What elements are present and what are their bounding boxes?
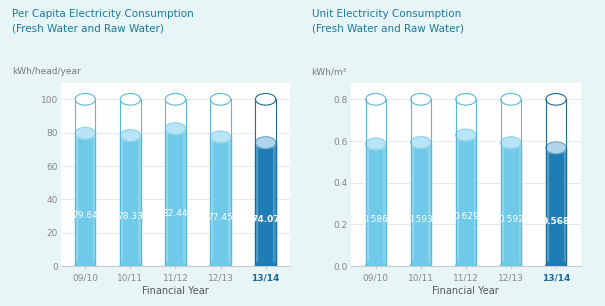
Ellipse shape [165, 260, 186, 272]
Ellipse shape [501, 260, 521, 272]
Bar [255, 99, 276, 266]
Bar [411, 99, 431, 266]
Ellipse shape [165, 93, 186, 105]
Bar [501, 99, 521, 266]
Ellipse shape [120, 260, 140, 272]
Text: 0.629: 0.629 [453, 212, 479, 221]
Text: 0.593: 0.593 [408, 215, 434, 224]
Text: 82.44: 82.44 [163, 209, 188, 218]
Ellipse shape [120, 93, 140, 105]
Bar [501, 143, 521, 266]
Bar [456, 135, 458, 266]
Ellipse shape [255, 93, 276, 105]
Bar [546, 148, 548, 266]
Ellipse shape [456, 93, 476, 105]
Text: Unit Electricity Consumption
(Fresh Water and Raw Water): Unit Electricity Consumption (Fresh Wate… [312, 9, 463, 33]
Bar [564, 148, 566, 266]
Bar [165, 99, 186, 266]
Bar [120, 136, 122, 266]
Bar [255, 143, 276, 266]
Bar [546, 148, 566, 266]
Text: 0.592: 0.592 [498, 215, 524, 224]
Ellipse shape [546, 93, 566, 105]
Ellipse shape [501, 93, 521, 105]
Ellipse shape [255, 260, 276, 272]
Bar [501, 143, 503, 266]
Ellipse shape [411, 93, 431, 105]
Ellipse shape [211, 131, 231, 143]
Ellipse shape [456, 260, 476, 272]
Bar [211, 99, 231, 266]
Bar [365, 144, 386, 266]
Ellipse shape [255, 137, 276, 148]
Bar [365, 144, 368, 266]
Ellipse shape [411, 260, 431, 272]
Bar [474, 135, 476, 266]
Bar [75, 133, 77, 266]
Bar [456, 99, 476, 266]
Text: 0.568: 0.568 [542, 217, 570, 226]
Bar [183, 129, 186, 266]
Ellipse shape [120, 130, 140, 141]
Bar [518, 143, 521, 266]
Ellipse shape [365, 138, 386, 150]
Bar [211, 137, 231, 266]
Ellipse shape [546, 260, 566, 272]
X-axis label: Financial Year: Financial Year [433, 286, 499, 296]
Ellipse shape [211, 260, 231, 272]
Bar [75, 99, 96, 266]
Ellipse shape [456, 129, 476, 141]
Text: 79.64: 79.64 [73, 211, 98, 220]
Ellipse shape [365, 93, 386, 105]
Bar [411, 143, 431, 266]
Ellipse shape [75, 260, 96, 272]
Ellipse shape [546, 142, 566, 154]
Ellipse shape [365, 260, 386, 272]
Bar [93, 133, 96, 266]
Ellipse shape [75, 128, 96, 139]
Bar [273, 143, 276, 266]
Ellipse shape [211, 93, 231, 105]
Ellipse shape [75, 93, 96, 105]
Text: 78.33: 78.33 [117, 212, 143, 221]
Bar [228, 137, 231, 266]
Bar [138, 136, 140, 266]
Text: 77.45: 77.45 [208, 213, 234, 222]
Bar [384, 144, 386, 266]
Bar [165, 129, 168, 266]
Text: Per Capita Electricity Consumption
(Fresh Water and Raw Water): Per Capita Electricity Consumption (Fres… [12, 9, 194, 33]
Bar [75, 133, 96, 266]
Bar [120, 99, 140, 266]
Bar [211, 137, 212, 266]
Ellipse shape [501, 137, 521, 148]
Bar [428, 143, 431, 266]
X-axis label: Financial Year: Financial Year [142, 286, 209, 296]
Ellipse shape [411, 137, 431, 148]
Text: kWh/m³: kWh/m³ [312, 67, 347, 76]
Text: 0.586: 0.586 [363, 215, 388, 224]
Bar [411, 143, 413, 266]
Bar [165, 129, 186, 266]
Bar [365, 99, 386, 266]
Text: kWh/head/year: kWh/head/year [12, 67, 81, 76]
Bar [546, 99, 566, 266]
Ellipse shape [165, 123, 186, 134]
Bar [456, 135, 476, 266]
Text: 74.07: 74.07 [251, 215, 280, 224]
Bar [255, 143, 258, 266]
Bar [120, 136, 140, 266]
